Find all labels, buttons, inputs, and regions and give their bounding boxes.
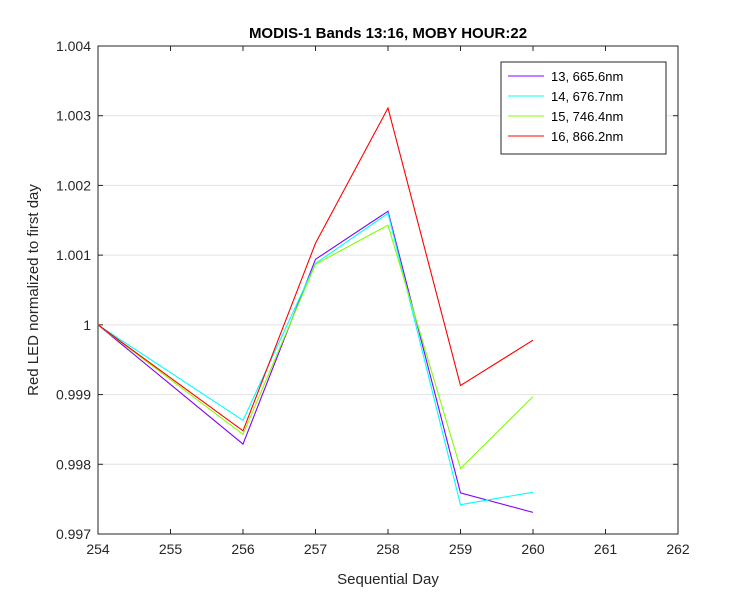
x-tick-label: 254 — [86, 541, 110, 557]
legend: 13, 665.6nm 14, 676.7nm 15, 746.4nm 16, 866… — [500, 61, 667, 155]
series-line — [97, 212, 534, 506]
series-line — [97, 210, 534, 513]
y-tick-label: 0.999 — [56, 387, 91, 403]
y-tick-label: 1.002 — [56, 177, 91, 193]
x-tick-label: 257 — [304, 541, 328, 557]
legend-entry: 15, 746.4nm — [551, 109, 623, 124]
y-tick-label: 1.003 — [56, 108, 91, 124]
y-tick-label: 0.998 — [56, 456, 91, 472]
x-axis-label: Sequential Day — [337, 571, 439, 588]
y-tick-label: 1 — [83, 317, 91, 333]
x-tick-label: 260 — [521, 541, 545, 557]
x-tick-label: 256 — [231, 541, 255, 557]
y-axis-label: Red LED normalized to first day — [25, 184, 42, 396]
series-line — [97, 224, 534, 470]
x-tick-label: 261 — [594, 541, 618, 557]
x-tick-label: 259 — [449, 541, 473, 557]
legend-box — [500, 61, 667, 155]
legend-entry: 16, 866.2nm — [551, 129, 623, 144]
series-lines — [97, 106, 534, 513]
series-line — [97, 106, 534, 432]
legend-entry: 13, 665.6nm — [551, 69, 623, 84]
y-tick-label: 0.997 — [56, 526, 91, 542]
x-tick-label: 262 — [666, 541, 690, 557]
legend-entry: 14, 676.7nm — [551, 89, 623, 104]
chart-title: MODIS-1 Bands 13:16, MOBY HOUR:22 — [249, 25, 527, 42]
x-tick-label: 255 — [159, 541, 183, 557]
x-tick-label: 258 — [376, 541, 400, 557]
y-tick-label: 1.001 — [56, 247, 91, 263]
axis-ticks: 0.997 0.998 0.999 1 1.001 1.002 1.003 1.004 254 2… — [56, 38, 690, 557]
y-tick-label: 1.004 — [56, 38, 91, 54]
